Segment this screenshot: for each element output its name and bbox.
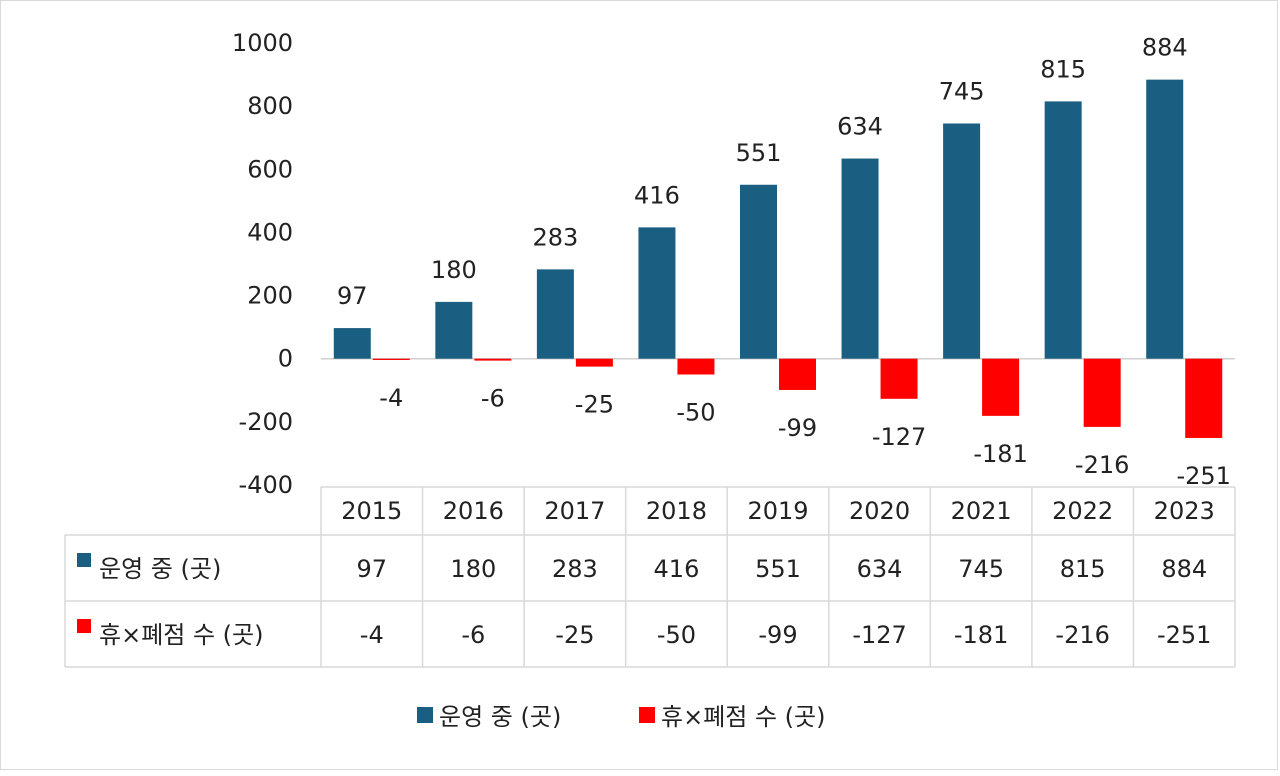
table-cell-value: -181 (954, 621, 1008, 649)
table-legend-key (77, 553, 91, 567)
legend-label: 운영 중 (곳) (439, 703, 561, 731)
bar-series-1 (1044, 101, 1082, 359)
data-label-series-1: 97 (337, 282, 368, 310)
bar-series-2 (779, 358, 816, 390)
data-label-series-2: -6 (481, 385, 505, 413)
bar-series-1 (333, 328, 371, 359)
bar-series-1 (1146, 79, 1184, 359)
table-series-name: 휴×폐점 수 (곳) (99, 621, 264, 649)
data-label-series-1: 634 (837, 113, 883, 141)
data-label-series-2: -4 (379, 384, 403, 412)
table-cell-value: -50 (657, 621, 696, 649)
table-cell-value: -127 (852, 621, 906, 649)
x-category-label: 2015 (341, 497, 402, 525)
data-label-series-2: -181 (973, 440, 1027, 468)
y-tick-label: 0 (278, 345, 293, 373)
bar-series-2 (677, 358, 715, 375)
table-cell-value: -25 (555, 621, 594, 649)
y-tick-label: 800 (247, 92, 293, 120)
y-tick-label: 1000 (232, 29, 293, 57)
table-cell-value: 416 (654, 555, 700, 583)
table-cell-value: 745 (958, 555, 1004, 583)
legend-swatch (417, 707, 433, 723)
bar-series-2 (474, 358, 512, 361)
bar-series-2 (1083, 358, 1121, 427)
bar-series-2 (880, 358, 918, 399)
x-category-label: 2019 (747, 497, 808, 525)
table-cell-value: 884 (1161, 555, 1207, 583)
table-cell-value: -216 (1055, 621, 1109, 649)
data-label-series-2: -251 (1176, 462, 1230, 490)
y-tick-label: 200 (247, 282, 293, 310)
table-cell-value: -251 (1157, 621, 1211, 649)
x-category-label: 2017 (544, 497, 605, 525)
y-tick-label: -200 (239, 408, 293, 436)
x-category-label: 2016 (443, 497, 504, 525)
bar-series-1 (638, 227, 676, 359)
data-label-series-1: 416 (634, 181, 680, 209)
table-cell-value: 551 (755, 555, 801, 583)
data-label-series-2: -99 (778, 414, 817, 442)
x-category-label: 2020 (849, 497, 910, 525)
legend-swatch (639, 707, 655, 723)
data-label-series-2: -25 (575, 391, 614, 419)
data-label-series-1: 283 (532, 223, 578, 251)
x-category-label: 2022 (1052, 497, 1113, 525)
table-cell-value: 283 (552, 555, 598, 583)
table-cell-value: -4 (360, 621, 384, 649)
data-label-series-1: 745 (939, 78, 985, 106)
table-cell-value: 634 (857, 555, 903, 583)
data-label-series-1: 551 (736, 139, 782, 167)
data-label-series-2: -127 (872, 423, 926, 451)
bar-series-1 (841, 158, 879, 359)
bar-series-1 (943, 123, 981, 359)
y-tick-label: -400 (239, 471, 293, 499)
data-label-series-1: 884 (1142, 34, 1188, 62)
data-label-series-2: -216 (1075, 451, 1129, 479)
y-tick-label: 600 (247, 155, 293, 183)
x-category-label: 2018 (646, 497, 707, 525)
bar-series-2 (1185, 358, 1223, 438)
table-legend-key (77, 619, 91, 633)
bar-series-1 (740, 184, 777, 359)
table-cell-value: 815 (1060, 555, 1106, 583)
bar-series-2 (575, 358, 613, 367)
data-label-series-2: -50 (676, 399, 715, 427)
y-tick-label: 400 (247, 218, 293, 246)
x-category-label: 2021 (951, 497, 1012, 525)
bar-series-1 (435, 301, 473, 359)
table-cell-value: -99 (758, 621, 797, 649)
table-series-name: 운영 중 (곳) (99, 555, 221, 583)
table-cell-value: 180 (450, 555, 496, 583)
table-cell-value: 97 (357, 555, 388, 583)
bar-series-2 (372, 358, 410, 360)
data-label-series-1: 815 (1040, 55, 1086, 83)
data-label-series-1: 180 (431, 256, 477, 284)
bar-series-2 (982, 358, 1020, 416)
x-category-label: 2023 (1154, 497, 1215, 525)
bar-series-1 (536, 269, 574, 359)
table-cell-value: -6 (461, 621, 485, 649)
legend-label: 휴×폐점 수 (곳) (661, 703, 826, 731)
